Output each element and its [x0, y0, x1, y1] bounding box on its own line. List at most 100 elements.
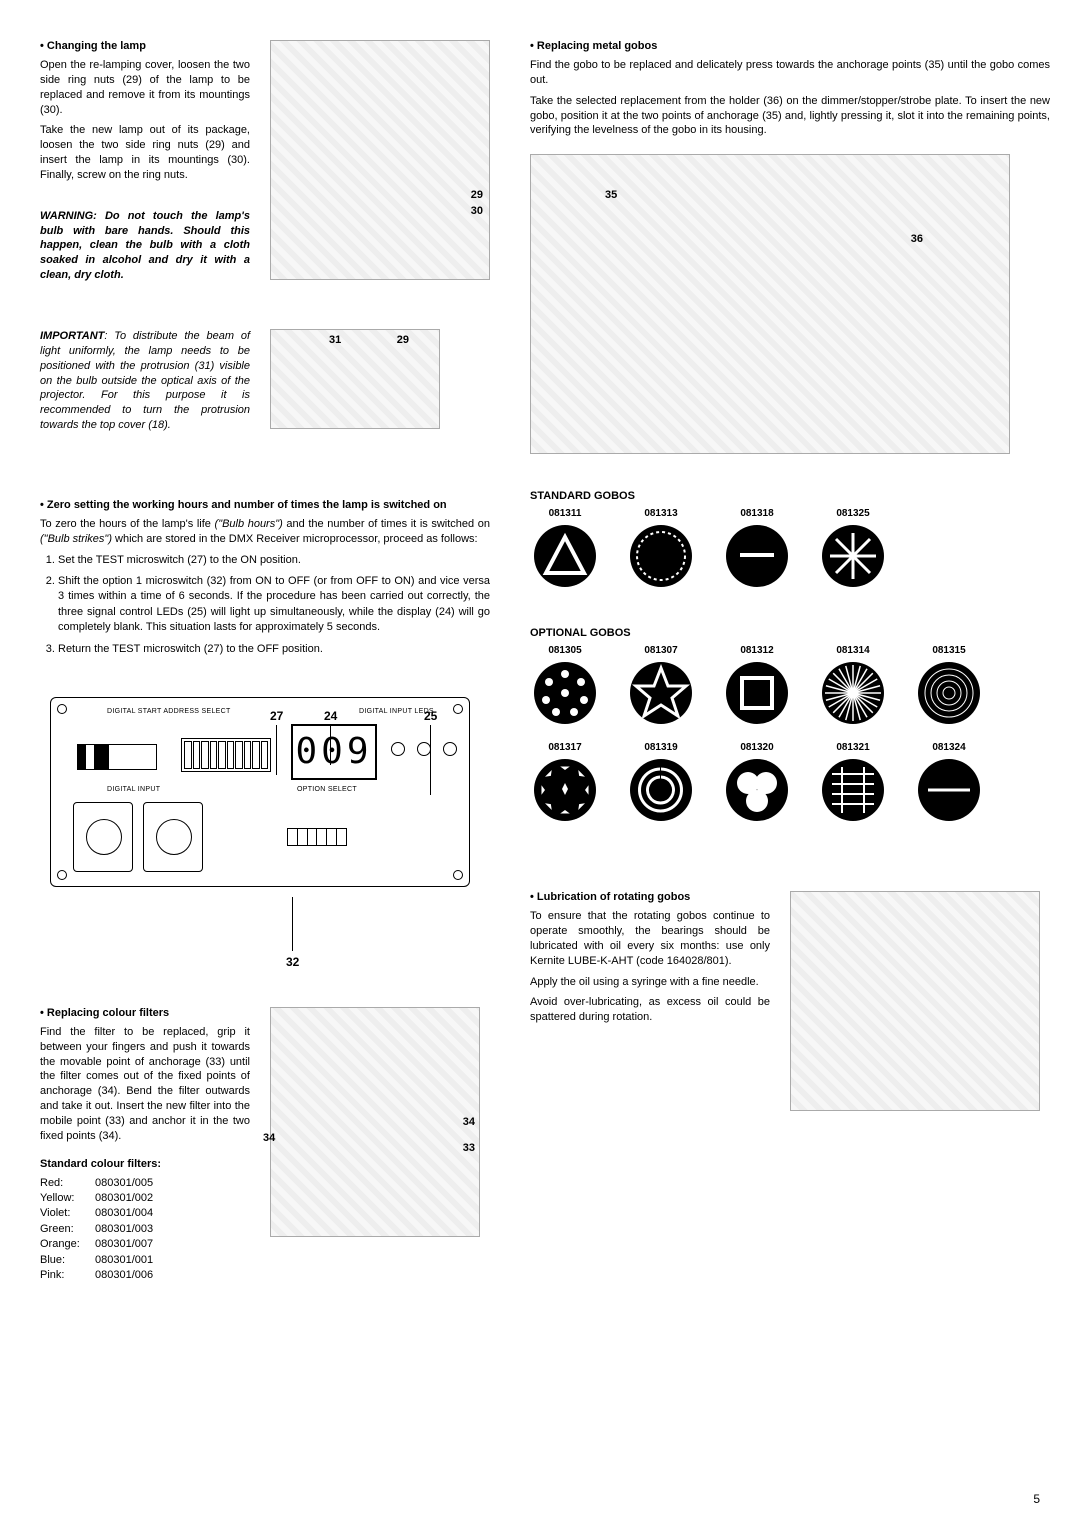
metal-gobos-p1: Find the gobo to be replaced and delicat…: [530, 58, 1050, 88]
control-panel-diagram: DIGITAL START ADDRESS SELECT DIGITAL INP…: [50, 697, 470, 887]
filter-row: Blue:080301/001: [40, 1253, 250, 1268]
filter-row: Pink:080301/006: [40, 1268, 250, 1283]
fig-label-30: 30: [471, 205, 483, 217]
changing-lamp-p1: Open the re-lamping cover, loosen the tw…: [40, 58, 250, 117]
gobo-disc: [822, 759, 884, 821]
fig-label-29b: 29: [397, 334, 409, 346]
fig-label-33: 33: [463, 1142, 475, 1154]
gobo-item: 081321: [818, 742, 888, 821]
filter-code: 080301/001: [95, 1253, 153, 1268]
changing-lamp-head: Changing the lamp: [40, 40, 250, 52]
filter-name: Pink:: [40, 1268, 95, 1283]
filter-name: Yellow:: [40, 1191, 95, 1206]
zero-intro: To zero the hours of the lamp's life ("B…: [40, 517, 490, 547]
filter-code: 080301/005: [95, 1176, 153, 1191]
panel-display: 009: [291, 724, 377, 780]
fig-relamping: 29 30: [270, 40, 490, 280]
gobo-disc: [918, 662, 980, 724]
fig-label-29: 29: [471, 189, 483, 201]
metal-gobos-head: Replacing metal gobos: [530, 40, 1050, 52]
gobo-item: 081318: [722, 508, 792, 587]
standard-gobos-head: STANDARD GOBOS: [530, 490, 1050, 502]
zero-step-1: Set the TEST microswitch (27) to the ON …: [58, 553, 490, 568]
filter-name: Violet:: [40, 1206, 95, 1221]
zero-head: Zero setting the working hours and numbe…: [40, 499, 490, 511]
gobo-label: 081307: [644, 645, 677, 656]
filter-name: Orange:: [40, 1237, 95, 1252]
page-columns: Changing the lamp Open the re-lamping co…: [40, 40, 1040, 1283]
gobo-item: 081307: [626, 645, 696, 724]
gobo-disc: [534, 662, 596, 724]
zero-section: Zero setting the working hours and numbe…: [40, 499, 490, 977]
gobo-disc: [534, 525, 596, 587]
gobo-disc: [822, 525, 884, 587]
filters-head: Replacing colour filters: [40, 1007, 250, 1019]
fig-label-34b: 34: [463, 1116, 475, 1128]
gobo-item: 081324: [914, 742, 984, 821]
zero-step-2: Shift the option 1 microswitch (32) from…: [58, 574, 490, 636]
important-section: IMPORTANT: To distribute the beam of lig…: [40, 329, 490, 439]
gobo-disc: [918, 759, 980, 821]
gobo-item: 081313: [626, 508, 696, 587]
gobo-disc: [726, 525, 788, 587]
lube-p2: Apply the oil using a syringe with a fin…: [530, 975, 770, 990]
fig-label-35: 35: [605, 189, 617, 201]
filter-code: 080301/003: [95, 1222, 153, 1237]
lube-p1: To ensure that the rotating gobos contin…: [530, 909, 770, 968]
panel-text-leds: DIGITAL INPUT LEDS: [359, 708, 434, 715]
gobo-disc: [630, 759, 692, 821]
changing-lamp-section: Changing the lamp Open the re-lamping co…: [40, 40, 490, 289]
filter-row: Yellow:080301/002: [40, 1191, 250, 1206]
filter-name: Green:: [40, 1222, 95, 1237]
gobo-label: 081317: [548, 742, 581, 753]
page-number: 5: [1033, 1492, 1040, 1506]
important-text: IMPORTANT: To distribute the beam of lig…: [40, 329, 250, 433]
gobo-label: 081312: [740, 645, 773, 656]
filter-code: 080301/004: [95, 1206, 153, 1221]
fig-bulb: 31 29: [270, 329, 440, 429]
zero-steps: Set the TEST microswitch (27) to the ON …: [40, 553, 490, 657]
gobo-label: 081319: [644, 742, 677, 753]
filter-row: Violet:080301/004: [40, 1206, 250, 1221]
gobo-item: 081325: [818, 508, 888, 587]
filter-row: Green:080301/003: [40, 1222, 250, 1237]
gobo-label: 081305: [548, 645, 581, 656]
gobo-label: 081314: [836, 645, 869, 656]
gobo-label: 081325: [836, 508, 869, 519]
fig-metal-gobos: 35 36: [530, 154, 1010, 454]
filter-row: Orange:080301/007: [40, 1237, 250, 1252]
changing-lamp-warning: WARNING: Do not touch the lamp's bulb wi…: [40, 209, 250, 283]
fig-label-36: 36: [911, 233, 923, 245]
gobo-disc: [726, 662, 788, 724]
gobo-label: 081311: [549, 508, 582, 519]
fig-filters: 34 34 33: [270, 1007, 480, 1237]
gobo-item: 081314: [818, 645, 888, 724]
gobo-item: 081319: [626, 742, 696, 821]
gobo-label: 081321: [836, 742, 869, 753]
filter-code: 080301/002: [95, 1191, 153, 1206]
gobo-disc: [630, 525, 692, 587]
gobo-label: 081318: [740, 508, 773, 519]
gobo-disc: [726, 759, 788, 821]
callout-32: 32: [286, 955, 299, 969]
gobo-item: 081311: [530, 508, 600, 587]
gobo-item: 081315: [914, 645, 984, 724]
panel-text-option: OPTION SELECT: [297, 786, 357, 793]
lube-section: Lubrication of rotating gobos To ensure …: [530, 891, 1050, 1111]
gobo-disc: [630, 662, 692, 724]
lube-head: Lubrication of rotating gobos: [530, 891, 770, 903]
panel-text-address: DIGITAL START ADDRESS SELECT: [107, 708, 231, 715]
filter-name: Red:: [40, 1176, 95, 1191]
gobo-item: 081305: [530, 645, 600, 724]
filters-section: Replacing colour filters Find the filter…: [40, 1007, 490, 1283]
gobo-disc: [534, 759, 596, 821]
filters-table: Red:080301/005Yellow:080301/002Violet:08…: [40, 1176, 250, 1284]
fig-label-34a: 34: [263, 1132, 275, 1144]
filters-table-head: Standard colour filters:: [40, 1158, 250, 1170]
left-column: Changing the lamp Open the re-lamping co…: [40, 40, 490, 1283]
right-column: Replacing metal gobos Find the gobo to b…: [530, 40, 1050, 1283]
panel-text-digital-input: DIGITAL INPUT: [107, 786, 160, 793]
optional-gobos-head: OPTIONAL GOBOS: [530, 627, 1050, 639]
gobo-disc: [822, 662, 884, 724]
filter-name: Blue:: [40, 1253, 95, 1268]
